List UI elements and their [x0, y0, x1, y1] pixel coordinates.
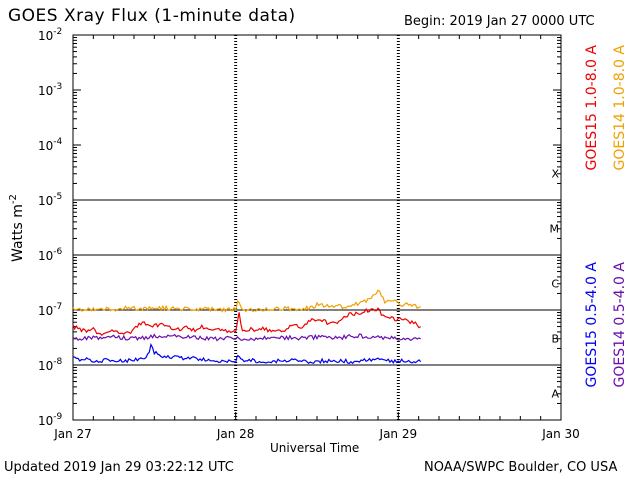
series-line	[72, 333, 421, 342]
x-tick-labels: Jan 27 Jan 28 Jan 29 Jan 30	[53, 427, 580, 441]
series-line	[72, 289, 421, 313]
chart-title: GOES Xray Flux (1-minute data)	[8, 6, 296, 26]
y-tick-label: 10-5	[38, 192, 62, 208]
begin-time-label: Begin: 2019 Jan 27 0000 UTC	[404, 14, 595, 29]
vertical-grid	[234, 35, 400, 420]
flare-class-label: C	[551, 278, 559, 291]
y-tick-label: 10-7	[38, 302, 62, 318]
flare-class-labels: X M C B A	[550, 168, 560, 401]
x-tick-label: Jan 28	[216, 427, 255, 441]
legend-entry: GOES15 0.5-4.0 A	[584, 262, 600, 388]
flare-class-label: X	[551, 168, 559, 181]
credit-label: NOAA/SWPC Boulder, CO USA	[424, 460, 618, 475]
y-tick-labels: 10-2 10-3 10-4 10-5 10-6 10-7 10-8 10-9	[38, 27, 63, 428]
x-tick-label: Jan 29	[379, 427, 418, 441]
y-tick-label: 10-2	[38, 27, 62, 43]
series-lines	[72, 289, 422, 365]
x-tick-label: Jan 27	[53, 427, 92, 441]
updated-timestamp: Updated 2019 Jan 29 03:22:12 UTC	[4, 460, 234, 475]
legend-entry: GOES14 0.5-4.0 A	[612, 262, 628, 388]
y-tick-label: 10-8	[38, 357, 63, 373]
y-tick-label: 10-3	[38, 82, 62, 98]
flare-class-label: M	[550, 223, 560, 236]
legend-entry: GOES15 1.0-8.0 A	[584, 45, 600, 171]
y-axis-label-exponent: -2	[8, 194, 19, 204]
y-tick-label: 10-4	[38, 137, 63, 153]
series-line	[72, 342, 422, 365]
flare-class-label: B	[551, 333, 559, 346]
legend: GOES15 1.0-8.0 A GOES14 1.0-8.0 A GOES15 0…	[584, 45, 628, 388]
x-tick-label: Jan 30	[541, 427, 580, 441]
y-tick-label: 10-9	[38, 412, 63, 428]
horizontal-grid	[73, 199, 561, 421]
plot-frame	[72, 34, 562, 421]
axis-ticks	[72, 34, 562, 421]
x-axis-label: Universal Time	[270, 441, 360, 455]
series-line	[72, 307, 421, 336]
y-tick-label: 10-6	[38, 247, 63, 263]
legend-entry: GOES14 1.0-8.0 A	[612, 45, 628, 171]
y-axis-label: Watts m-2	[8, 194, 26, 262]
flare-class-label: A	[551, 388, 559, 401]
